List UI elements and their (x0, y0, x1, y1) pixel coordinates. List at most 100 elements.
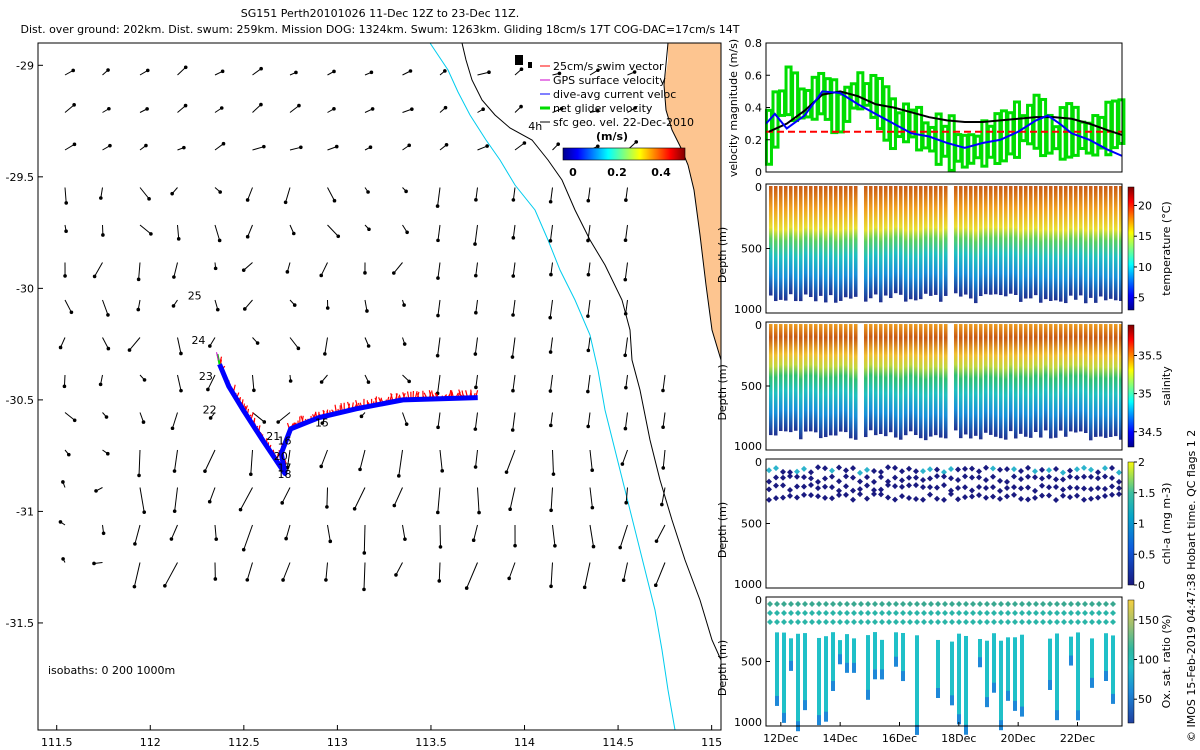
oxygen-point (1005, 601, 1011, 607)
chla-point (955, 466, 961, 473)
chla-point (1060, 469, 1066, 476)
velocity-vector-head (620, 462, 625, 466)
velocity-vector (662, 449, 666, 468)
velocity-vector (327, 524, 331, 542)
oxygen-point (872, 619, 878, 625)
oxygen-point (1012, 601, 1018, 607)
profile-column (969, 186, 973, 299)
profiles (769, 324, 1123, 441)
velocity-vector-head (72, 418, 77, 423)
chla-point (1095, 485, 1101, 492)
velocity-vector (625, 374, 628, 388)
colorbar-tick-label: 35 (1138, 388, 1152, 401)
velocity-vector-head (137, 473, 141, 478)
oxygen-column (1020, 634, 1024, 710)
velocity-vector-head (436, 313, 440, 318)
profile-column (1004, 186, 1008, 297)
profile-column (984, 324, 988, 433)
velocity-vector (437, 224, 441, 241)
colorbar-tick-label: 34.5 (1138, 426, 1163, 439)
profile-column (1079, 186, 1083, 296)
oxygen-point (970, 610, 976, 616)
day-label: 21 (266, 430, 280, 443)
y-tick-label: 1000 (734, 303, 762, 316)
profile-column (919, 186, 923, 300)
chla-point (1088, 466, 1094, 473)
profile-column (1089, 324, 1093, 441)
velocity-vector-head (101, 531, 106, 536)
velocity-vector-head (410, 107, 414, 111)
net-velocity-bar (915, 105, 924, 152)
oxygen-point (858, 610, 864, 616)
profile-column (814, 324, 818, 433)
profile-column (1119, 324, 1123, 440)
chla-point (1067, 467, 1073, 474)
velocity-vector-head (443, 105, 448, 110)
colorbar-label: chl-a (mg m-3) (1160, 483, 1173, 565)
oxygen-point (781, 601, 787, 607)
chla-point (1109, 491, 1115, 498)
profile-column (879, 186, 883, 303)
y-tick-label: 1000 (734, 440, 762, 453)
chla-point (892, 464, 898, 471)
velocity-vector (170, 524, 178, 540)
profile-column (1004, 324, 1008, 440)
colorbar (1127, 461, 1135, 586)
velocity-vector (172, 412, 178, 429)
velocity-vector (252, 146, 264, 151)
velocity-vector-head (169, 537, 174, 541)
velocity-vector (474, 412, 478, 430)
oxygen-column-deep (999, 720, 1003, 731)
oxygen-point (900, 601, 906, 607)
chla-point (1004, 478, 1010, 485)
velocity-vector (252, 374, 255, 391)
net-velocity-bar (1097, 115, 1106, 150)
chla-point (927, 466, 933, 473)
oxygen-column (999, 640, 1003, 729)
oxygen-point (942, 610, 948, 616)
depth-label: Depth (m) (716, 640, 729, 696)
oxygen-point (942, 601, 948, 607)
velocity-vector-head (69, 310, 74, 315)
oxygen-point (844, 610, 850, 616)
velocity-vector-head (392, 271, 396, 275)
oxygen-column-deep (894, 656, 898, 667)
profile-column (1034, 324, 1038, 433)
net-velocity-bar (1104, 100, 1113, 157)
velocity-vector-head (366, 380, 371, 384)
oxygen-point (900, 619, 906, 625)
chla-point (962, 484, 968, 491)
island (515, 55, 523, 65)
chla-point (766, 478, 772, 485)
oxygen-point (991, 601, 997, 607)
velocity-vector (64, 299, 72, 313)
oxygen-point (970, 619, 976, 625)
velocity-vector (549, 299, 553, 318)
chla-point (780, 468, 786, 475)
profile-column (869, 186, 873, 299)
velocity-vector-head (621, 578, 626, 583)
velocity-vector-head (179, 351, 183, 356)
oxygen-point (907, 601, 913, 607)
velocity-vector (512, 374, 516, 391)
velocity-vector-head (241, 547, 246, 552)
chla-point (1074, 474, 1080, 481)
oxygen-point (935, 601, 941, 607)
oxygen-column (775, 632, 779, 697)
velocity-vector (240, 487, 253, 510)
x-tick-label: 114.5 (602, 736, 634, 749)
velocity-vector (512, 412, 516, 431)
x-tick-label: 22Dec (1060, 732, 1095, 745)
velocity-vector (395, 562, 403, 576)
chla-point (1011, 473, 1017, 480)
oxygen-column (1090, 638, 1094, 685)
oxygen-column-deep (873, 669, 877, 680)
velocity-vector-head (586, 314, 590, 318)
gps-velocity-mark (216, 352, 219, 361)
chla-point (780, 494, 786, 501)
velocity-vector (173, 262, 178, 278)
velocity-vector-head (147, 197, 151, 201)
velocity-vector (177, 66, 187, 76)
chla-point (990, 465, 996, 472)
